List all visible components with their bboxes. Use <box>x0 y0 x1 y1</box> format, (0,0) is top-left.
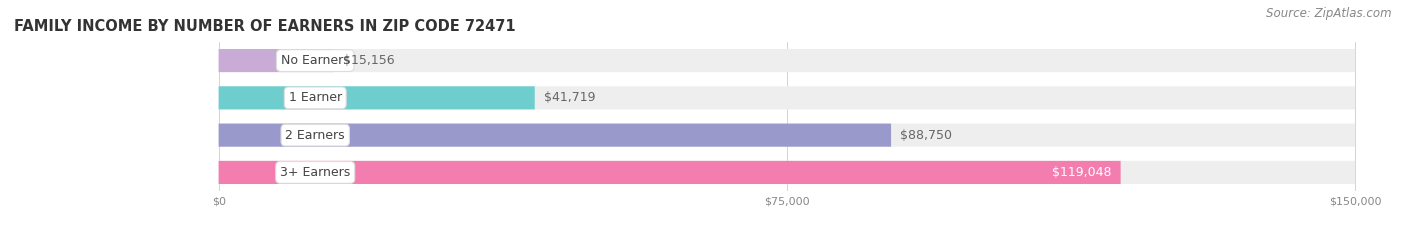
Text: $88,750: $88,750 <box>900 129 952 142</box>
FancyBboxPatch shape <box>219 161 1121 184</box>
FancyBboxPatch shape <box>219 49 1355 72</box>
Text: 3+ Earners: 3+ Earners <box>280 166 350 179</box>
FancyBboxPatch shape <box>219 49 333 72</box>
Text: $119,048: $119,048 <box>1052 166 1112 179</box>
FancyBboxPatch shape <box>219 123 1355 147</box>
Text: $15,156: $15,156 <box>343 54 394 67</box>
FancyBboxPatch shape <box>219 86 1355 110</box>
Text: Source: ZipAtlas.com: Source: ZipAtlas.com <box>1267 7 1392 20</box>
Text: $41,719: $41,719 <box>544 91 595 104</box>
Text: 1 Earner: 1 Earner <box>288 91 342 104</box>
FancyBboxPatch shape <box>219 86 534 110</box>
Text: 2 Earners: 2 Earners <box>285 129 344 142</box>
FancyBboxPatch shape <box>219 123 891 147</box>
FancyBboxPatch shape <box>219 161 1355 184</box>
Text: FAMILY INCOME BY NUMBER OF EARNERS IN ZIP CODE 72471: FAMILY INCOME BY NUMBER OF EARNERS IN ZI… <box>14 19 516 34</box>
Text: No Earners: No Earners <box>281 54 350 67</box>
